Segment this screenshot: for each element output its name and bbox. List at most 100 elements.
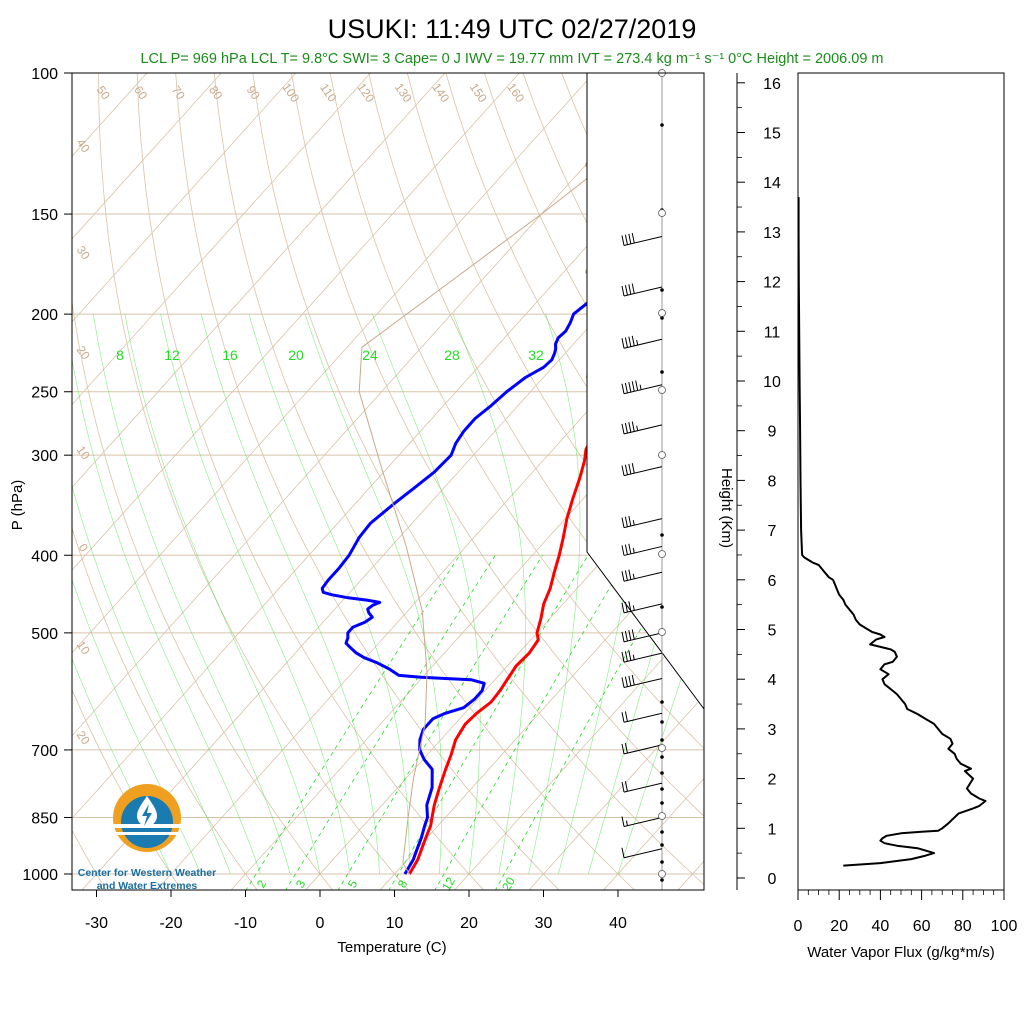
- dry-adiabat-line: [72, 526, 258, 890]
- isotherm-line: [454, 612, 704, 890]
- dry-adiabat-line: [832, 73, 1024, 891]
- mixing-ratio-line: [495, 555, 684, 890]
- height-tick-label: 15: [763, 126, 781, 143]
- sounding-parameters: LCL P= 969 hPa LCL T= 9.8°C SWI= 3 Cape=…: [140, 51, 883, 67]
- dry-adiabat-line: [909, 73, 1024, 891]
- skew-t-ylabel: P (hPa): [9, 480, 26, 531]
- height-tick-label: 7: [768, 523, 777, 540]
- mixing-ratio-label: 16: [222, 347, 238, 363]
- wind-level-marker: [658, 550, 666, 558]
- wind-barb: [621, 781, 663, 793]
- temperature-line: [408, 352, 704, 875]
- height-tick-label: 8: [768, 473, 777, 490]
- height-tick-label: 4: [768, 672, 777, 689]
- wind-barb: [621, 283, 663, 297]
- mixing-ratio-label: 12: [439, 874, 458, 893]
- mixing-ratio-line: [434, 555, 630, 890]
- height-tick-label: 5: [768, 623, 777, 640]
- dry-adiabat-line: [72, 299, 334, 890]
- wind-barb: [621, 816, 663, 827]
- wind-barb: [621, 711, 663, 723]
- flux-x-tick-label: 20: [830, 918, 848, 935]
- isotherm-line: [72, 73, 371, 406]
- parcel-line: [358, 89, 704, 875]
- y-tick-label: 500: [31, 626, 58, 643]
- x-tick-label: 30: [535, 915, 553, 932]
- y-tick-label: 300: [31, 448, 58, 465]
- dewpoint-line: [320, 212, 693, 875]
- dry-adiabat-line: [870, 73, 1024, 891]
- y-tick-label: 400: [31, 548, 58, 565]
- wind-area-mask: [587, 73, 704, 890]
- height-tick-label: 10: [763, 374, 781, 391]
- flux-x-tick-label: 40: [872, 918, 890, 935]
- wind-barb: [621, 601, 663, 614]
- dry-adiabat-line: [136, 73, 485, 890]
- wind-level-dot: [660, 370, 664, 374]
- chart-title: USUKI: 11:49 UTC 02/27/2019: [328, 14, 697, 44]
- flux-profile-line: [798, 197, 987, 867]
- flux-frame: [797, 72, 1005, 891]
- wind-barb: [621, 463, 663, 477]
- wind-level-marker: [658, 812, 666, 820]
- dry-adiabat-line: [175, 73, 560, 890]
- y-tick-label: 100: [31, 66, 58, 83]
- dry-adiabat-line: [793, 73, 1024, 891]
- wind-level-dot: [660, 605, 664, 609]
- wind-barb: [621, 421, 663, 435]
- moist-adiabat-line: [93, 314, 291, 875]
- height-tick-label: 6: [768, 573, 777, 590]
- wind-level-dot: [660, 843, 664, 847]
- flux-ylabel: Height (Km): [718, 468, 735, 548]
- isotherm-line: [72, 73, 520, 571]
- wind-barb: [621, 650, 663, 663]
- skew-t-border: [71, 72, 705, 891]
- dry-adiabat-line: [252, 73, 704, 886]
- sounding-lines: [320, 89, 704, 875]
- wind-level-dot: [660, 720, 664, 724]
- height-tick-label: 13: [763, 225, 781, 242]
- wind-level-marker: [658, 628, 666, 636]
- isotherm-line: [72, 73, 669, 737]
- height-tick-label: 0: [768, 871, 777, 888]
- skew-t-plot: 50 60 70 80 90 100 110 120 130 140 150 160403020100…: [9, 66, 1024, 956]
- dry-adiabat-line: [72, 829, 107, 890]
- mixing-ratio-line: [388, 555, 589, 890]
- wind-level-marker: [658, 309, 666, 317]
- wind-barb: [621, 569, 663, 582]
- wind-level-dot: [660, 738, 664, 742]
- y-tick-label: 850: [31, 810, 58, 827]
- x-tick-label: -20: [159, 915, 182, 932]
- mixing-ratio-label: 24: [362, 347, 378, 363]
- isotherm-line: [72, 73, 222, 240]
- flux-x-tick-label: 100: [991, 918, 1018, 935]
- dry-adiabat-line: [716, 73, 1024, 891]
- flux-x-tick-label: 0: [794, 918, 803, 935]
- height-tick-label: 9: [768, 424, 777, 441]
- height-tick-label: 3: [768, 722, 777, 739]
- mixing-ratio-line: [245, 555, 460, 890]
- moist-adiabat-line: [160, 314, 351, 875]
- skew-t-background-lines: [72, 73, 1024, 891]
- wind-barb: [621, 335, 663, 349]
- skew-t-axes: -30 -20 -10 0 10 20 30 40 100 150 200 250 300 400 500 7…: [22, 66, 627, 932]
- logo-bolt-icon: [142, 804, 152, 826]
- height-tick-label: 16: [763, 76, 781, 93]
- isotherm-line: [72, 73, 297, 323]
- moist-adiabat-line: [201, 314, 380, 875]
- isotherm-line: [752, 73, 1024, 891]
- cw3e-logo: Center for Western Weather and Water Ext…: [78, 784, 216, 892]
- moist-adiabat-line: [304, 314, 443, 875]
- mixing-ratio-label: 20: [288, 347, 304, 363]
- dry-adiabat-line: [213, 73, 636, 890]
- height-tick-label: 11: [764, 324, 781, 341]
- wind-level-marker: [658, 744, 666, 752]
- wind-level-marker: [658, 209, 666, 217]
- moist-adiabat-line: [124, 314, 321, 875]
- wind-level-dot: [660, 316, 664, 320]
- y-tick-label: 1000: [22, 867, 58, 884]
- wind-level-dot: [660, 533, 664, 537]
